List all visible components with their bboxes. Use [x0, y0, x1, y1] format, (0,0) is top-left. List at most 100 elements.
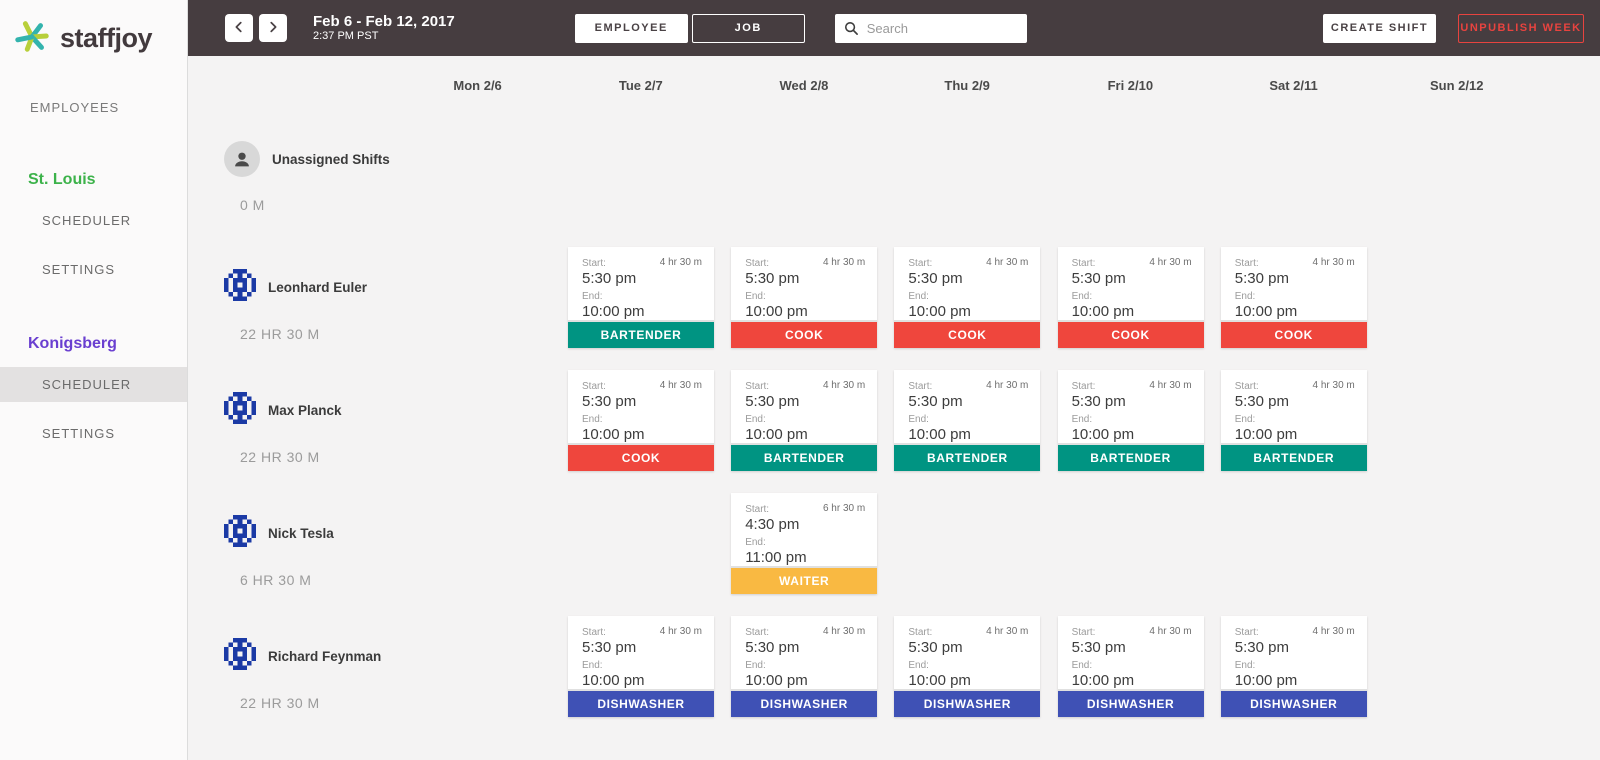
- shift-role-badge: DISHWASHER: [568, 689, 714, 717]
- day-cell: [731, 121, 894, 225]
- shift-card[interactable]: Start: 5:30 pm End: 10:00 pm 4 hr 30 m B…: [731, 370, 878, 471]
- staffjoy-logo[interactable]: staffjoy: [0, 0, 187, 60]
- identicon-avatar: [224, 638, 256, 675]
- shift-card-body: Start: 5:30 pm End: 10:00 pm 4 hr 30 m: [1221, 616, 1367, 689]
- shift-duration: 6 hr 30 m: [822, 503, 866, 514]
- day-cell: Start: 5:30 pm End: 10:00 pm 4 hr 30 m D…: [1057, 616, 1221, 717]
- prev-week-button[interactable]: [225, 14, 253, 42]
- search-icon: [844, 21, 859, 36]
- shift-cells: [568, 121, 1600, 225]
- shift-role-badge: BARTENDER: [1220, 443, 1367, 471]
- identicon-avatar: [224, 392, 256, 429]
- shift-card[interactable]: Start: 5:30 pm End: 10:00 pm 4 hr 30 m B…: [568, 247, 714, 348]
- shift-role-badge: COOK: [568, 443, 714, 471]
- shift-cells: Start: 5:30 pm End: 10:00 pm 4 hr 30 m B…: [568, 247, 1600, 348]
- shift-card[interactable]: Start: 5:30 pm End: 10:00 pm 4 hr 30 m D…: [1057, 616, 1204, 717]
- shift-card[interactable]: Start: 5:30 pm End: 10:00 pm 4 hr 30 m C…: [568, 370, 714, 471]
- shift-start-time: 5:30 pm: [582, 270, 637, 287]
- shift-card[interactable]: Start: 5:30 pm End: 10:00 pm 4 hr 30 m C…: [731, 247, 878, 348]
- shift-duration: 4 hr 30 m: [986, 626, 1029, 637]
- shift-role-badge: COOK: [894, 320, 1041, 348]
- row-label: Richard Feynman 22 HR 30 M: [188, 616, 568, 717]
- day-cell: [894, 121, 1057, 225]
- schedule-row: Max Planck 22 HR 30 M Start: 5:30 pm End…: [188, 370, 1600, 471]
- shift-end-time: 10:00 pm: [1234, 672, 1298, 689]
- day-cell: [1384, 493, 1547, 594]
- row-label: Unassigned Shifts 0 M: [188, 121, 568, 225]
- shift-start-label: Start:: [745, 258, 770, 269]
- shift-card[interactable]: Start: 5:30 pm End: 10:00 pm 4 hr 30 m B…: [1220, 370, 1367, 471]
- row-hours-total: 0 M: [240, 197, 265, 213]
- shift-start-time: 5:30 pm: [908, 270, 963, 287]
- shift-card[interactable]: Start: 4:30 pm End: 11:00 pm 6 hr 30 m W…: [731, 493, 878, 594]
- sidebar-org-konigsberg[interactable]: Konigsberg: [28, 335, 117, 352]
- shift-start-label: Start:: [745, 504, 770, 515]
- row-label: Nick Tesla 6 HR 30 M: [188, 493, 568, 594]
- shift-end-time: 10:00 pm: [582, 672, 645, 689]
- employee-view-button[interactable]: EMPLOYEE: [574, 13, 688, 43]
- day-cell: [1058, 121, 1221, 225]
- unassigned-avatar-icon: [224, 141, 260, 177]
- row-name: Nick Tesla: [268, 526, 334, 541]
- shift-role-badge: BARTENDER: [568, 320, 714, 348]
- row-hours-total: 22 HR 30 M: [240, 449, 320, 465]
- shift-card[interactable]: Start: 5:30 pm End: 10:00 pm 4 hr 30 m D…: [1220, 616, 1367, 717]
- day-header-label: Mon 2/6: [453, 78, 502, 93]
- create-shift-button[interactable]: CREATE SHIFT: [1323, 13, 1436, 43]
- shift-role-badge: COOK: [731, 320, 878, 348]
- shift-start-label: Start:: [582, 627, 606, 638]
- sidebar-item-konigsberg-scheduler[interactable]: SCHEDULER: [0, 367, 187, 402]
- shift-card-body: Start: 5:30 pm End: 10:00 pm 4 hr 30 m: [568, 616, 714, 689]
- shift-start-time: 5:30 pm: [745, 639, 800, 656]
- schedule-row: Richard Feynman 22 HR 30 M Start: 5:30 p…: [188, 616, 1600, 717]
- shift-start-time: 4:30 pm: [745, 516, 800, 533]
- shift-card[interactable]: Start: 5:30 pm End: 10:00 pm 4 hr 30 m D…: [894, 616, 1041, 717]
- shift-card[interactable]: Start: 5:30 pm End: 10:00 pm 4 hr 30 m C…: [1057, 247, 1204, 348]
- shift-card-body: Start: 5:30 pm End: 10:00 pm 4 hr 30 m: [894, 247, 1040, 320]
- shift-duration: 4 hr 30 m: [986, 257, 1029, 268]
- shift-card-body: Start: 5:30 pm End: 10:00 pm 4 hr 30 m: [1221, 370, 1367, 443]
- shift-duration: 4 hr 30 m: [822, 380, 866, 391]
- day-header-label: Wed 2/8: [779, 78, 829, 93]
- unpublish-week-button[interactable]: UNPUBLISH WEEK: [1458, 13, 1584, 43]
- shift-role-badge: BARTENDER: [894, 443, 1041, 471]
- shift-end-label: End:: [745, 537, 766, 548]
- shift-card[interactable]: Start: 5:30 pm End: 10:00 pm 4 hr 30 m C…: [1220, 247, 1367, 348]
- shift-start-time: 5:30 pm: [582, 393, 637, 410]
- next-week-button[interactable]: [259, 14, 287, 42]
- sidebar-org-st-louis[interactable]: St. Louis: [28, 171, 96, 188]
- shift-start-label: Start:: [908, 381, 933, 392]
- day-cell: [1221, 121, 1384, 225]
- day-header-label: Fri 2/10: [1107, 78, 1154, 93]
- day-header: Mon 2/6 Tue 2/7 Wed 2/8 Thu 2/9 Fri 2/10 Sat …: [188, 56, 1600, 93]
- day-header-label: Sun 2/12: [1429, 78, 1484, 93]
- day-cell: Start: 5:30 pm End: 10:00 pm 4 hr 30 m B…: [731, 370, 894, 471]
- shift-duration: 4 hr 30 m: [986, 380, 1029, 391]
- sidebar-item-stlouis-settings[interactable]: SETTINGS: [42, 262, 116, 277]
- day-cell: [894, 493, 1057, 594]
- day-cell: Start: 5:30 pm End: 10:00 pm 4 hr 30 m C…: [1220, 247, 1384, 348]
- row-label: Max Planck 22 HR 30 M: [188, 370, 568, 471]
- shift-end-time: 10:00 pm: [1071, 426, 1135, 443]
- shift-card[interactable]: Start: 5:30 pm End: 10:00 pm 4 hr 30 m D…: [731, 616, 878, 717]
- search-box[interactable]: [834, 13, 1043, 43]
- schedule-row: Unassigned Shifts 0 M: [188, 121, 1600, 225]
- search-input[interactable]: [866, 20, 1043, 36]
- sidebar-item-stlouis-scheduler[interactable]: SCHEDULER: [42, 213, 132, 228]
- job-view-button[interactable]: JOB: [691, 13, 805, 43]
- shift-card[interactable]: Start: 5:30 pm End: 10:00 pm 4 hr 30 m B…: [1057, 370, 1204, 471]
- day-cell: Start: 5:30 pm End: 10:00 pm 4 hr 30 m B…: [1057, 370, 1221, 471]
- shift-start-label: Start:: [745, 381, 770, 392]
- chevron-right-icon: [266, 20, 280, 37]
- sidebar-item-employees[interactable]: EMPLOYEES: [30, 100, 120, 115]
- shift-end-time: 10:00 pm: [745, 426, 808, 443]
- shift-card[interactable]: Start: 5:30 pm End: 10:00 pm 4 hr 30 m D…: [568, 616, 714, 717]
- shift-duration: 4 hr 30 m: [659, 626, 702, 637]
- shift-card[interactable]: Start: 5:30 pm End: 10:00 pm 4 hr 30 m B…: [894, 370, 1041, 471]
- row-name: Richard Feynman: [268, 649, 382, 664]
- identicon-avatar: [224, 269, 256, 306]
- shift-start-label: Start:: [1071, 258, 1096, 269]
- sidebar-item-konigsberg-settings[interactable]: SETTINGS: [42, 426, 116, 441]
- shift-card[interactable]: Start: 5:30 pm End: 10:00 pm 4 hr 30 m C…: [894, 247, 1041, 348]
- day-cell: Start: 5:30 pm End: 10:00 pm 4 hr 30 m C…: [731, 247, 894, 348]
